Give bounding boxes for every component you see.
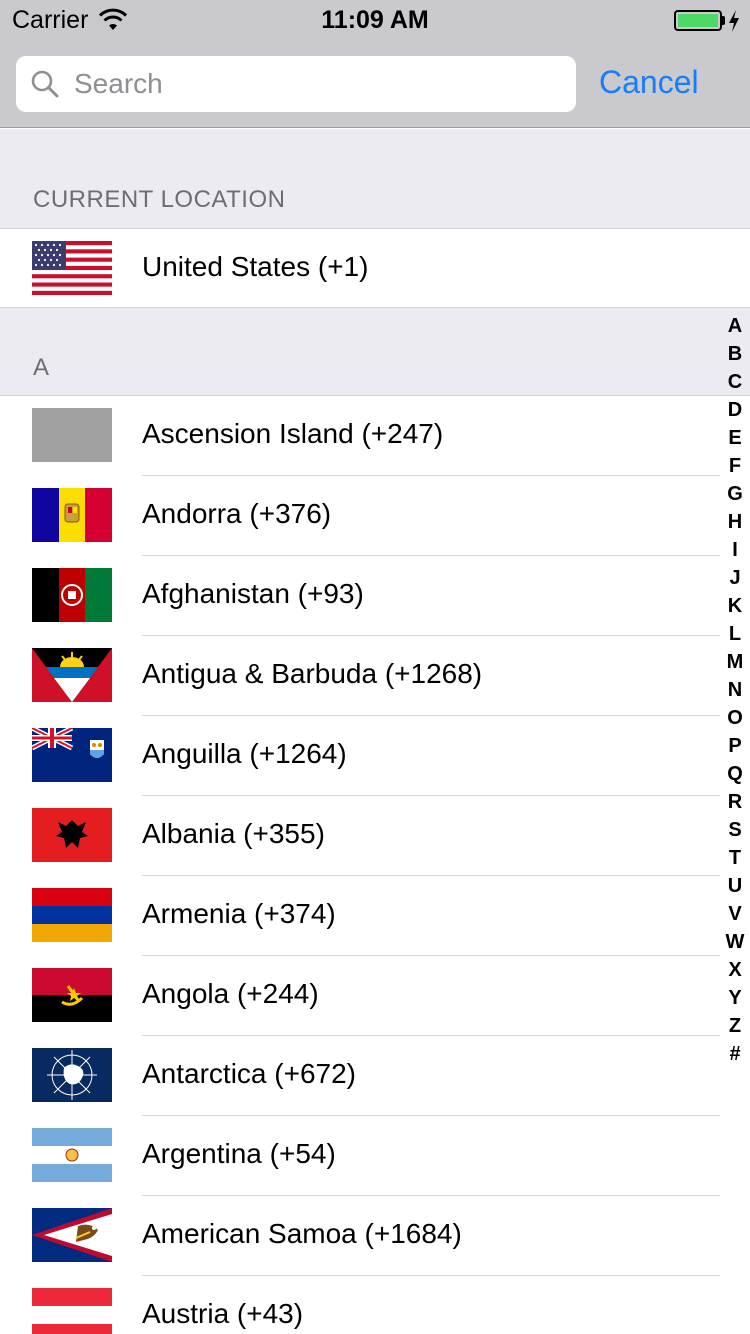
section-header-label: A <box>33 354 50 381</box>
index-letter[interactable]: B <box>727 343 743 365</box>
cancel-button[interactable]: Cancel <box>599 64 699 100</box>
country-label: Antarctica (+672) <box>142 1058 356 1089</box>
index-letter[interactable]: D <box>727 399 743 421</box>
country-row[interactable]: Armenia (+374) <box>0 876 720 956</box>
status-bar: Carrier 11:09 AM <box>0 0 750 40</box>
austria-flag-icon <box>32 1288 112 1334</box>
albania-flag-icon <box>32 808 112 862</box>
country-label: Armenia (+374) <box>142 898 336 929</box>
index-letter[interactable]: T <box>728 847 742 869</box>
charging-bolt-icon <box>729 10 739 32</box>
country-row-united-states[interactable]: United States (+1) <box>0 229 720 309</box>
index-letter[interactable]: L <box>728 623 742 645</box>
country-row[interactable]: Austria (+43) <box>0 1276 720 1334</box>
index-letter[interactable]: F <box>728 455 742 477</box>
index-letter[interactable]: H <box>727 511 743 533</box>
angola-flag-icon <box>32 968 112 1022</box>
placeholder-flag-icon <box>32 408 112 462</box>
wifi-icon <box>98 8 128 30</box>
antigua-flag-icon <box>32 648 112 702</box>
country-row[interactable]: American Samoa (+1684) <box>0 1196 720 1276</box>
index-letter[interactable]: # <box>729 1043 741 1065</box>
andorra-flag-icon <box>32 488 112 542</box>
american-samoa-flag-icon <box>32 1208 112 1262</box>
country-label: United States (+1) <box>142 251 369 282</box>
index-letter[interactable]: R <box>727 791 743 813</box>
index-letter[interactable]: J <box>729 567 741 589</box>
index-letter[interactable]: E <box>728 427 742 449</box>
battery-icon <box>674 10 722 31</box>
carrier-label: Carrier <box>12 6 89 34</box>
country-label: Afghanistan (+93) <box>142 578 364 609</box>
divider <box>0 228 750 229</box>
status-time: 11:09 AM <box>321 6 429 34</box>
search-bar-container: Carrier 11:09 AM Cancel <box>0 0 750 128</box>
country-label: Argentina (+54) <box>142 1138 336 1169</box>
index-letter[interactable]: V <box>728 903 742 925</box>
armenia-flag-icon <box>32 888 112 942</box>
section-header-current-location: CURRENT LOCATION <box>0 129 750 228</box>
index-letter[interactable]: U <box>727 875 743 897</box>
country-label: Albania (+355) <box>142 818 325 849</box>
index-letter[interactable]: P <box>728 735 742 757</box>
country-label: American Samoa (+1684) <box>142 1218 462 1249</box>
country-label: Antigua & Barbuda (+1268) <box>142 658 483 689</box>
country-label: Andorra (+376) <box>142 498 332 529</box>
index-letter[interactable]: G <box>727 483 743 505</box>
search-icon <box>31 70 59 98</box>
index-letter[interactable]: Q <box>727 763 743 785</box>
country-row[interactable]: Antarctica (+672) <box>0 1036 720 1116</box>
country-label: Austria (+43) <box>142 1298 304 1329</box>
section-header-a: A <box>0 308 750 395</box>
us-flag-icon <box>32 241 112 295</box>
index-letter[interactable]: S <box>728 819 742 841</box>
battery-cap <box>722 16 725 25</box>
country-row[interactable]: Afghanistan (+93) <box>0 556 720 636</box>
country-label: Ascension Island (+247) <box>142 418 444 449</box>
index-letter[interactable]: Z <box>728 1015 742 1037</box>
index-letter[interactable]: K <box>727 595 743 617</box>
index-letter[interactable]: Y <box>728 987 742 1009</box>
index-letter[interactable]: I <box>732 539 738 561</box>
country-label: Angola (+244) <box>142 978 319 1009</box>
country-row[interactable]: Anguilla (+1264) <box>0 716 720 796</box>
argentina-flag-icon <box>32 1128 112 1182</box>
index-letter[interactable]: M <box>726 651 744 673</box>
search-field[interactable] <box>16 56 576 112</box>
anguilla-flag-icon <box>32 728 112 782</box>
index-letter[interactable]: X <box>728 959 742 981</box>
country-row[interactable]: Angola (+244) <box>0 956 720 1036</box>
index-letter[interactable]: A <box>727 315 743 337</box>
country-label: Anguilla (+1264) <box>142 738 347 769</box>
divider <box>0 307 750 308</box>
index-letter[interactable]: C <box>727 371 743 393</box>
index-letter[interactable]: N <box>727 679 743 701</box>
search-input[interactable] <box>74 62 564 106</box>
index-letter[interactable]: W <box>725 931 745 953</box>
divider <box>0 395 750 396</box>
country-row[interactable]: Albania (+355) <box>0 796 720 876</box>
index-letter[interactable]: O <box>727 707 743 729</box>
antarctica-flag-icon <box>32 1048 112 1102</box>
section-index[interactable]: A B C D E F G H I J K L M N O P Q R S T … <box>720 312 750 1068</box>
country-row[interactable]: Argentina (+54) <box>0 1116 720 1196</box>
country-row[interactable]: Ascension Island (+247) <box>0 396 720 476</box>
afghanistan-flag-icon <box>32 568 112 622</box>
country-row[interactable]: Antigua & Barbuda (+1268) <box>0 636 720 716</box>
country-row[interactable]: Andorra (+376) <box>0 476 720 556</box>
section-header-label: CURRENT LOCATION <box>33 186 286 213</box>
